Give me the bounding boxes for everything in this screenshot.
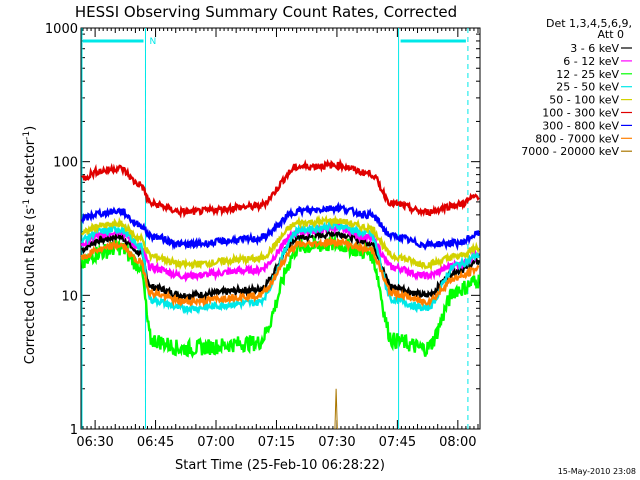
series-800-7000-kev — [80, 235, 480, 308]
legend-label: 6 - 12 keV — [563, 55, 619, 68]
series-7000-20000-kev — [334, 388, 338, 430]
x-tick-label: 07:15 — [258, 435, 295, 450]
y-axis: 1 10 100 1000 — [45, 22, 480, 438]
y-axis-label-mid: detector — [23, 139, 38, 199]
series-line — [80, 235, 480, 308]
y-tick-label: 1 — [70, 423, 78, 438]
x-axis-label: Start Time (25-Feb-10 06:28:22) — [175, 458, 385, 473]
legend-label: 300 - 800 keV — [542, 119, 619, 132]
legend-label: 100 - 300 keV — [542, 107, 619, 120]
night-markers: N — [81, 28, 469, 429]
y-axis-label: Corrected Count Rate (s-1 detector-1) — [22, 126, 38, 364]
series-line — [80, 221, 480, 283]
chart-title: HESSI Observing Summary Count Rates, Cor… — [75, 3, 457, 21]
series-6-12-kev — [80, 221, 480, 283]
x-axis: 06:30 06:45 07:00 07:15 07:30 07:45 08:00 — [76, 28, 479, 450]
series-line — [81, 158, 480, 219]
x-tick-label: 06:30 — [76, 435, 113, 450]
legend-header-2: Att 0 — [598, 28, 624, 41]
x-tick-label: 07:30 — [318, 435, 355, 450]
x-tick-label: 06:45 — [137, 435, 174, 450]
series-12-25-kev — [80, 234, 480, 359]
series-line — [80, 201, 480, 252]
y-tick-label: 10 — [61, 289, 78, 304]
footer-date: 15-May-2010 23:08 — [558, 467, 636, 476]
y-axis-label-sup1: -1 — [22, 199, 32, 208]
night-label: N — [149, 37, 156, 47]
y-tick-label: 100 — [53, 156, 78, 171]
y-tick-label: 1000 — [45, 22, 78, 37]
legend-label: 50 - 100 keV — [549, 94, 619, 107]
y-axis-label-end: ) — [23, 126, 38, 131]
series-300-800-kev — [80, 201, 480, 252]
y-axis-label-sup2: -1 — [22, 131, 32, 140]
legend-label: 800 - 7000 keV — [535, 132, 619, 145]
legend-label: 7000 - 20000 keV — [521, 145, 619, 158]
series-100-300-kev — [81, 158, 480, 219]
series-line — [334, 388, 338, 430]
x-tick-label: 07:45 — [379, 435, 416, 450]
series-line — [81, 214, 480, 272]
x-tick-label: 07:00 — [197, 435, 234, 450]
series-50-100-kev — [81, 214, 480, 272]
legend-label: 12 - 25 keV — [556, 68, 619, 81]
x-tick-label: 08:00 — [439, 435, 476, 450]
y-axis-label-main: Corrected Count Rate (s — [23, 208, 38, 365]
legend-header-1: Det 1,3,4,5,6,9, — [546, 17, 632, 30]
series-line — [80, 234, 480, 359]
series-lines — [80, 158, 480, 430]
legend-label: 3 - 6 keV — [570, 42, 619, 55]
legend-label: 25 - 50 keV — [556, 81, 619, 94]
